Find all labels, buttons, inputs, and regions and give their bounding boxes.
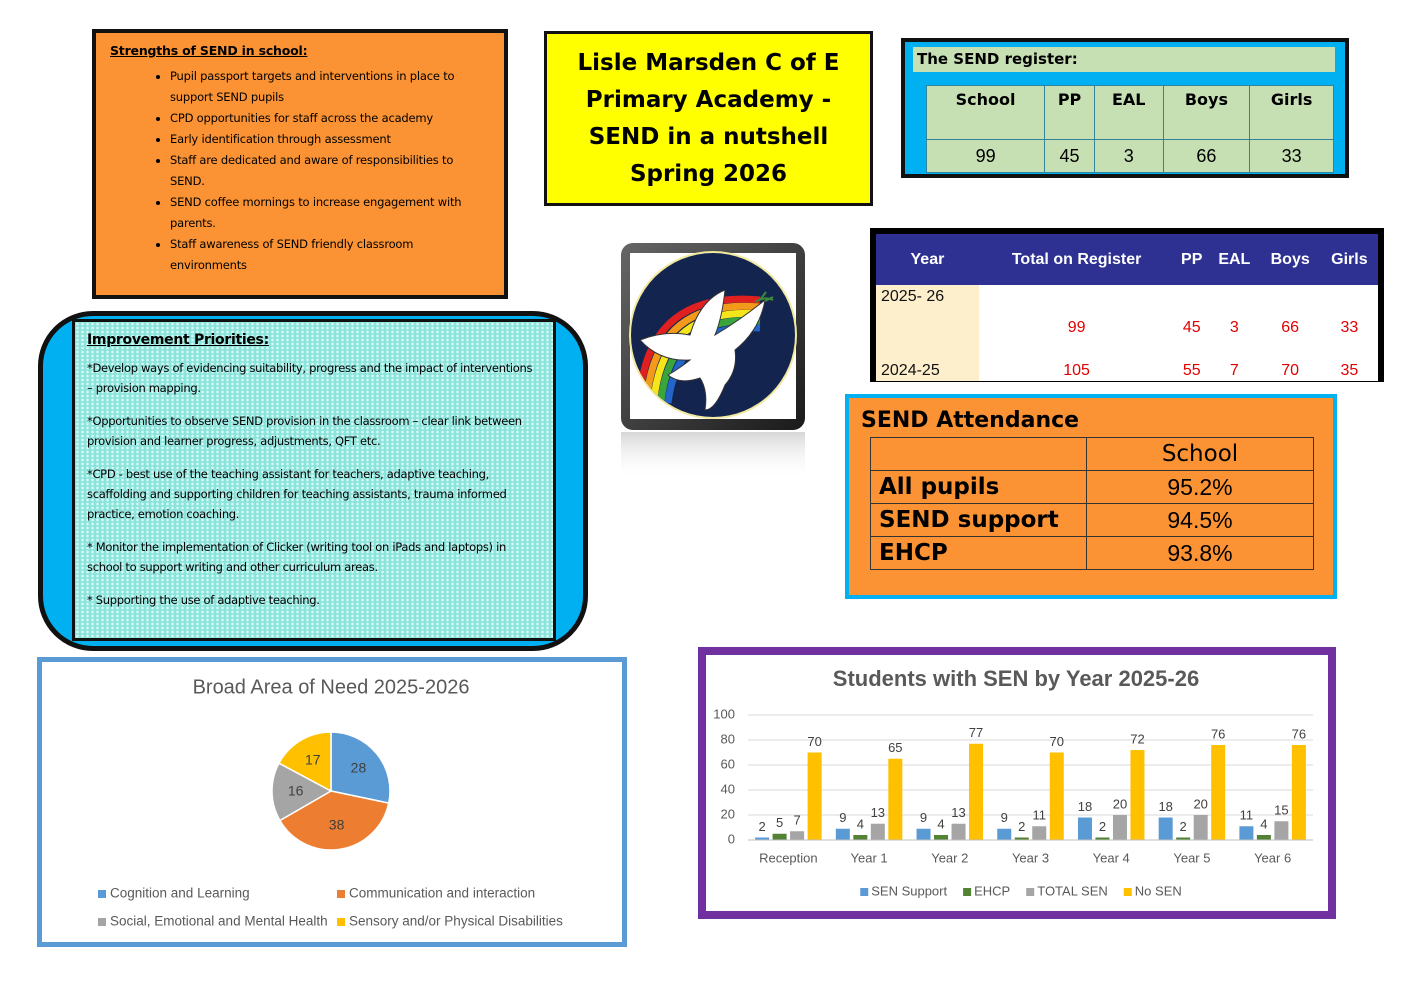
improvement-panel: Improvement Priorities: *Develop ways of… — [72, 319, 556, 641]
attendance-value: 93.8% — [1086, 536, 1314, 570]
comparison-header: EAL — [1209, 234, 1260, 285]
school-logo — [621, 243, 805, 480]
strength-item: Early identification through assessment — [170, 129, 490, 150]
strength-item: CPD opportunities for staff across the a… — [170, 108, 490, 129]
comparison-header: Boys — [1259, 234, 1321, 285]
comparison-value: 33 — [1340, 318, 1359, 336]
year-cell: 2024-25 — [876, 361, 979, 381]
comparison-value: 55 — [1182, 362, 1201, 379]
register-header: School — [925, 85, 1046, 140]
attendance-value: 94.5% — [1086, 503, 1314, 537]
comparison-value: 105 — [1063, 362, 1090, 379]
comparison-value: 66 — [1281, 318, 1300, 336]
strength-item: Staff awareness of SEND friendly classro… — [170, 234, 490, 276]
attendance-header: School — [1086, 437, 1314, 471]
year-cell: 2025- 26 — [876, 285, 979, 361]
comparison-row: 2025- 26 99 45 3 66 33 — [876, 285, 1378, 361]
improvement-item: * Monitor the implementation of Clicker … — [87, 540, 506, 574]
attendance-row: SEND support 94.5% — [870, 503, 1314, 537]
attendance-row: EHCP 93.8% — [870, 536, 1314, 570]
register-title: The SEND register: — [913, 47, 1335, 72]
strength-item: Pupil passport targets and interventions… — [170, 66, 490, 108]
improvement-title: Improvement Priorities: — [87, 332, 269, 348]
send-register: The SEND register: School PP EAL Boys Girls 9… — [901, 38, 1349, 178]
attendance-row: All pupils 95.2% — [870, 470, 1314, 504]
comparison-table-box: Year Total on Register PP EAL Boys Girls 2025-… — [870, 228, 1384, 382]
comparison-value: 99 — [1067, 318, 1086, 336]
comparison-value: 7 — [1229, 362, 1239, 379]
headline: Lisle Marsden C of E Primary Academy - S… — [544, 31, 873, 206]
register-header: Boys — [1162, 85, 1251, 140]
register-value: 99 — [925, 139, 1046, 173]
strength-item: SEND coffee mornings to increase engagem… — [170, 192, 490, 234]
comparison-table: Year Total on Register PP EAL Boys Girls 2025-… — [876, 234, 1378, 381]
pie-chart-frame — [37, 657, 627, 947]
comparison-row: 2024-25 105 55 7 70 35 — [876, 361, 1378, 381]
register-value: 66 — [1162, 139, 1251, 173]
register-value: 45 — [1044, 139, 1095, 173]
register-header: PP — [1044, 85, 1095, 140]
attendance-header-row: School — [870, 437, 1314, 471]
improvement-item: *CPD - best use of the teaching assistan… — [87, 467, 507, 521]
strength-item: Staff are dedicated and aware of respons… — [170, 150, 490, 192]
comparison-value: 45 — [1182, 318, 1201, 336]
register-table: School PP EAL Boys Girls 99 45 3 66 33 — [925, 85, 1334, 173]
attendance-label: SEND support — [870, 503, 1087, 537]
attendance-box: SEND Attendance School All pupils 95.2% SEN… — [845, 394, 1337, 599]
attendance-label: All pupils — [870, 470, 1087, 504]
comparison-value: 3 — [1229, 318, 1239, 336]
register-header: Girls — [1249, 85, 1334, 140]
attendance-corner — [870, 437, 1087, 471]
comparison-header: Year — [876, 234, 979, 285]
comparison-value: 70 — [1281, 362, 1300, 379]
strengths-title: Strengths of SEND in school: — [110, 43, 308, 58]
comparison-header: PP — [1174, 234, 1210, 285]
strengths-box: Strengths of SEND in school: Pupil passp… — [92, 29, 508, 299]
attendance-label: EHCP — [870, 536, 1087, 570]
attendance-title: SEND Attendance — [861, 408, 1080, 433]
strengths-list: Pupil passport targets and interventions… — [110, 66, 490, 276]
comparison-value: 35 — [1340, 362, 1359, 379]
register-header: EAL — [1093, 85, 1164, 140]
comparison-header: Total on Register — [978, 234, 1175, 285]
bar-chart-frame — [698, 647, 1336, 919]
register-header-row: School PP EAL Boys Girls — [925, 85, 1334, 140]
comparison-header-row: Year Total on Register PP EAL Boys Girls — [876, 234, 1378, 285]
improvement-item: *Opportunities to observe SEND provision… — [87, 414, 522, 448]
attendance-table: School All pupils 95.2% SEND support 94.5% EH… — [870, 437, 1314, 570]
improvement-item: *Develop ways of evidencing suitability,… — [87, 361, 533, 395]
register-value: 33 — [1249, 139, 1334, 173]
register-value-row: 99 45 3 66 33 — [925, 139, 1334, 173]
attendance-value: 95.2% — [1086, 470, 1314, 504]
register-value: 3 — [1093, 139, 1164, 173]
comparison-header: Girls — [1320, 234, 1378, 285]
improvement-box: Improvement Priorities: *Develop ways of… — [38, 311, 588, 651]
improvement-item: * Supporting the use of adaptive teachin… — [87, 593, 320, 607]
